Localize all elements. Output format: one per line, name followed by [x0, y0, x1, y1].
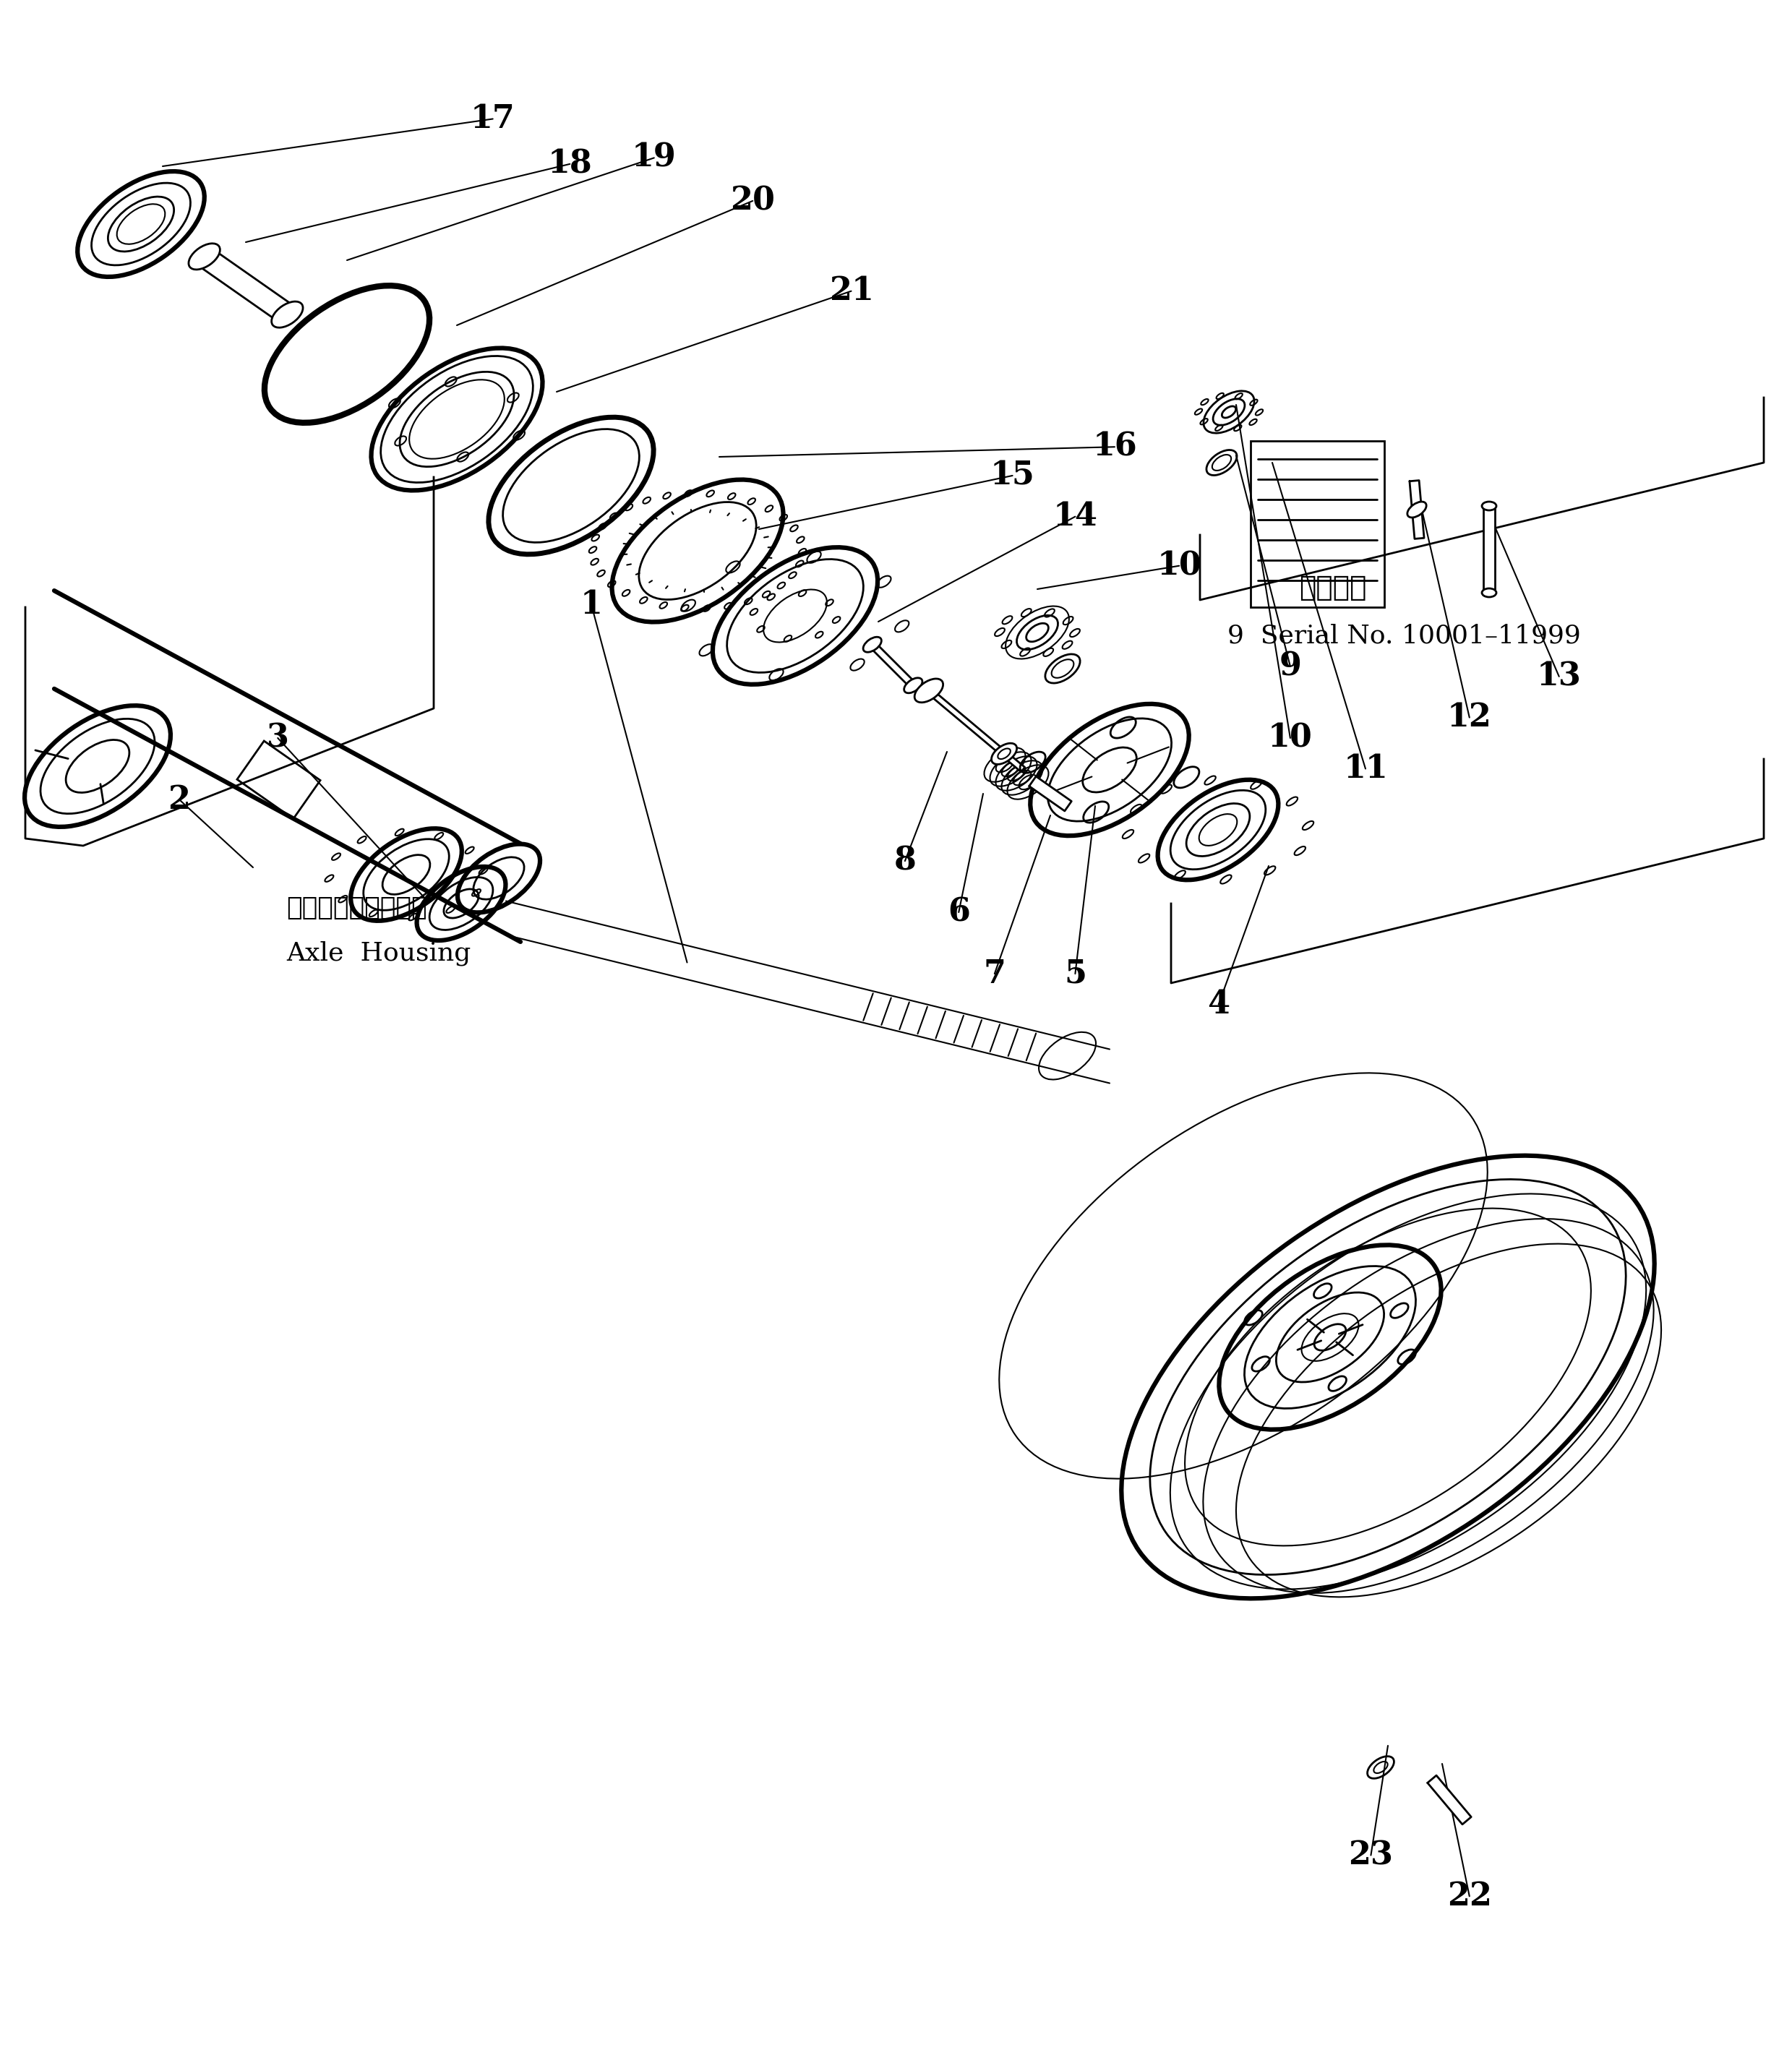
Ellipse shape	[991, 744, 1016, 765]
Polygon shape	[869, 642, 916, 689]
Ellipse shape	[1482, 588, 1496, 597]
Ellipse shape	[1407, 502, 1426, 517]
Ellipse shape	[188, 244, 220, 269]
Text: アクスルハウジング: アクスルハウジング	[287, 896, 428, 920]
Text: 10: 10	[1269, 722, 1312, 754]
Text: 15: 15	[991, 459, 1034, 492]
Text: 17: 17	[471, 102, 514, 135]
Polygon shape	[199, 248, 294, 324]
Text: 14: 14	[1052, 500, 1098, 533]
Bar	[237, 740, 321, 818]
Ellipse shape	[864, 638, 882, 652]
Polygon shape	[1428, 1775, 1471, 1824]
Polygon shape	[926, 689, 1025, 773]
Polygon shape	[1410, 480, 1425, 539]
Text: 21: 21	[830, 275, 873, 308]
Text: 20: 20	[729, 184, 776, 217]
Ellipse shape	[272, 301, 303, 328]
Text: Axle  Housing: Axle Housing	[287, 941, 471, 966]
Text: 11: 11	[1344, 752, 1387, 785]
Text: 7: 7	[984, 957, 1005, 990]
Text: 3: 3	[267, 722, 289, 754]
Text: 4: 4	[1208, 988, 1229, 1021]
Text: 23: 23	[1348, 1839, 1394, 1872]
Text: 適用号機: 適用号機	[1299, 574, 1367, 603]
Polygon shape	[1029, 777, 1072, 812]
Text: 18: 18	[548, 148, 591, 180]
Text: 19: 19	[633, 141, 676, 174]
Text: 9  Serial No. 10001–11999: 9 Serial No. 10001–11999	[1228, 623, 1581, 648]
Text: 12: 12	[1448, 701, 1491, 734]
Text: 2: 2	[168, 783, 190, 816]
Text: 10: 10	[1158, 549, 1201, 582]
Ellipse shape	[914, 679, 943, 703]
Text: 5: 5	[1064, 957, 1086, 990]
Ellipse shape	[903, 679, 923, 693]
Text: 6: 6	[948, 896, 969, 929]
Text: 8: 8	[894, 845, 916, 877]
Text: 22: 22	[1446, 1880, 1493, 1913]
Text: 16: 16	[1093, 430, 1136, 463]
Text: 9: 9	[1279, 650, 1301, 683]
Ellipse shape	[1482, 502, 1496, 510]
Text: 1: 1	[581, 588, 602, 621]
Bar	[1251, 441, 1383, 607]
Text: 13: 13	[1538, 660, 1581, 693]
Polygon shape	[1484, 506, 1495, 592]
